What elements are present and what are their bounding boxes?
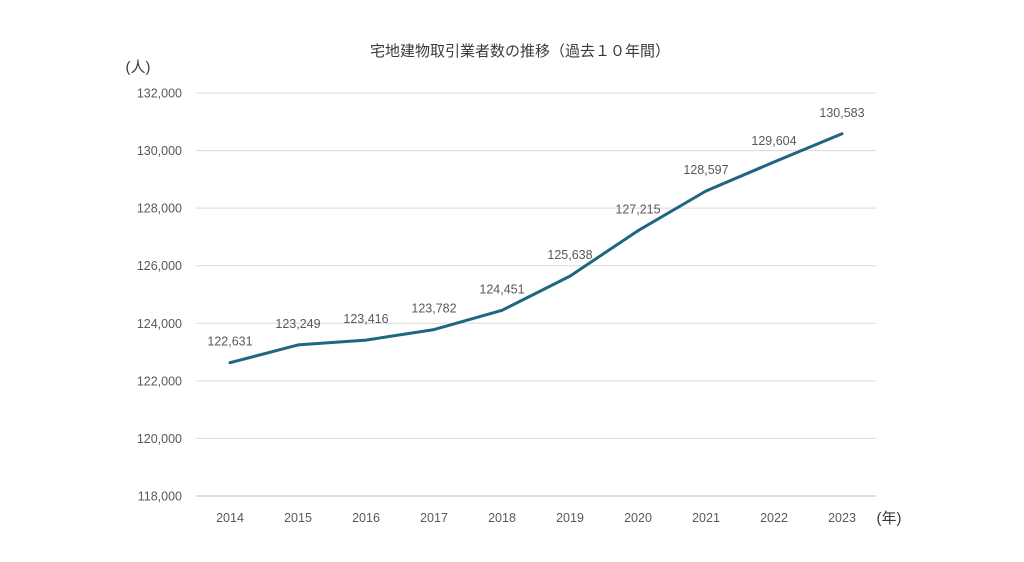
x-tick-label: 2023 bbox=[828, 511, 856, 525]
x-tick-label: 2016 bbox=[352, 511, 380, 525]
y-tick-label: 118,000 bbox=[138, 490, 182, 504]
data-label: 125,638 bbox=[547, 248, 592, 262]
y-axis-unit-label: (人) bbox=[126, 59, 151, 76]
x-tick-label: 2021 bbox=[692, 511, 720, 525]
data-label: 122,631 bbox=[207, 335, 252, 349]
y-tick-label: 126,000 bbox=[137, 259, 182, 273]
data-label: 128,597 bbox=[683, 163, 728, 177]
data-label: 123,416 bbox=[343, 312, 388, 326]
y-tick-label: 128,000 bbox=[137, 202, 182, 216]
y-tick-label: 124,000 bbox=[137, 317, 182, 331]
data-label: 123,782 bbox=[411, 302, 456, 316]
x-tick-label: 2019 bbox=[556, 511, 584, 525]
data-label: 129,604 bbox=[751, 134, 796, 148]
data-label: 123,249 bbox=[275, 317, 320, 331]
data-label: 130,583 bbox=[819, 106, 864, 120]
x-axis-ticks: 2014 2015 2016 2017 2018 2019 2020 2021 2022 2023 bbox=[216, 511, 856, 525]
x-tick-label: 2022 bbox=[760, 511, 788, 525]
x-tick-label: 2017 bbox=[420, 511, 448, 525]
data-labels: 122,631 123,249 123,416 123,782 124,451 125,6… bbox=[207, 106, 864, 349]
x-tick-label: 2015 bbox=[284, 511, 312, 525]
data-label: 127,215 bbox=[615, 203, 660, 217]
x-axis-unit-label: (年) bbox=[877, 510, 902, 527]
x-tick-label: 2020 bbox=[624, 511, 652, 525]
x-tick-label: 2018 bbox=[488, 511, 516, 525]
gridlines bbox=[196, 92, 876, 497]
x-tick-label: 2014 bbox=[216, 511, 244, 525]
y-tick-label: 130,000 bbox=[137, 144, 182, 158]
chart-title: 宅地建物取引業者数の推移（過去１０年間） bbox=[370, 43, 670, 60]
data-label: 124,451 bbox=[479, 282, 524, 296]
series-line bbox=[228, 132, 844, 365]
y-tick-label: 122,000 bbox=[137, 374, 182, 388]
y-axis-ticks: 118,000 120,000 122,000 124,000 126,000 128,0… bbox=[137, 87, 182, 504]
series-group bbox=[228, 132, 844, 365]
y-tick-label: 132,000 bbox=[137, 87, 182, 101]
y-tick-label: 120,000 bbox=[137, 432, 182, 446]
